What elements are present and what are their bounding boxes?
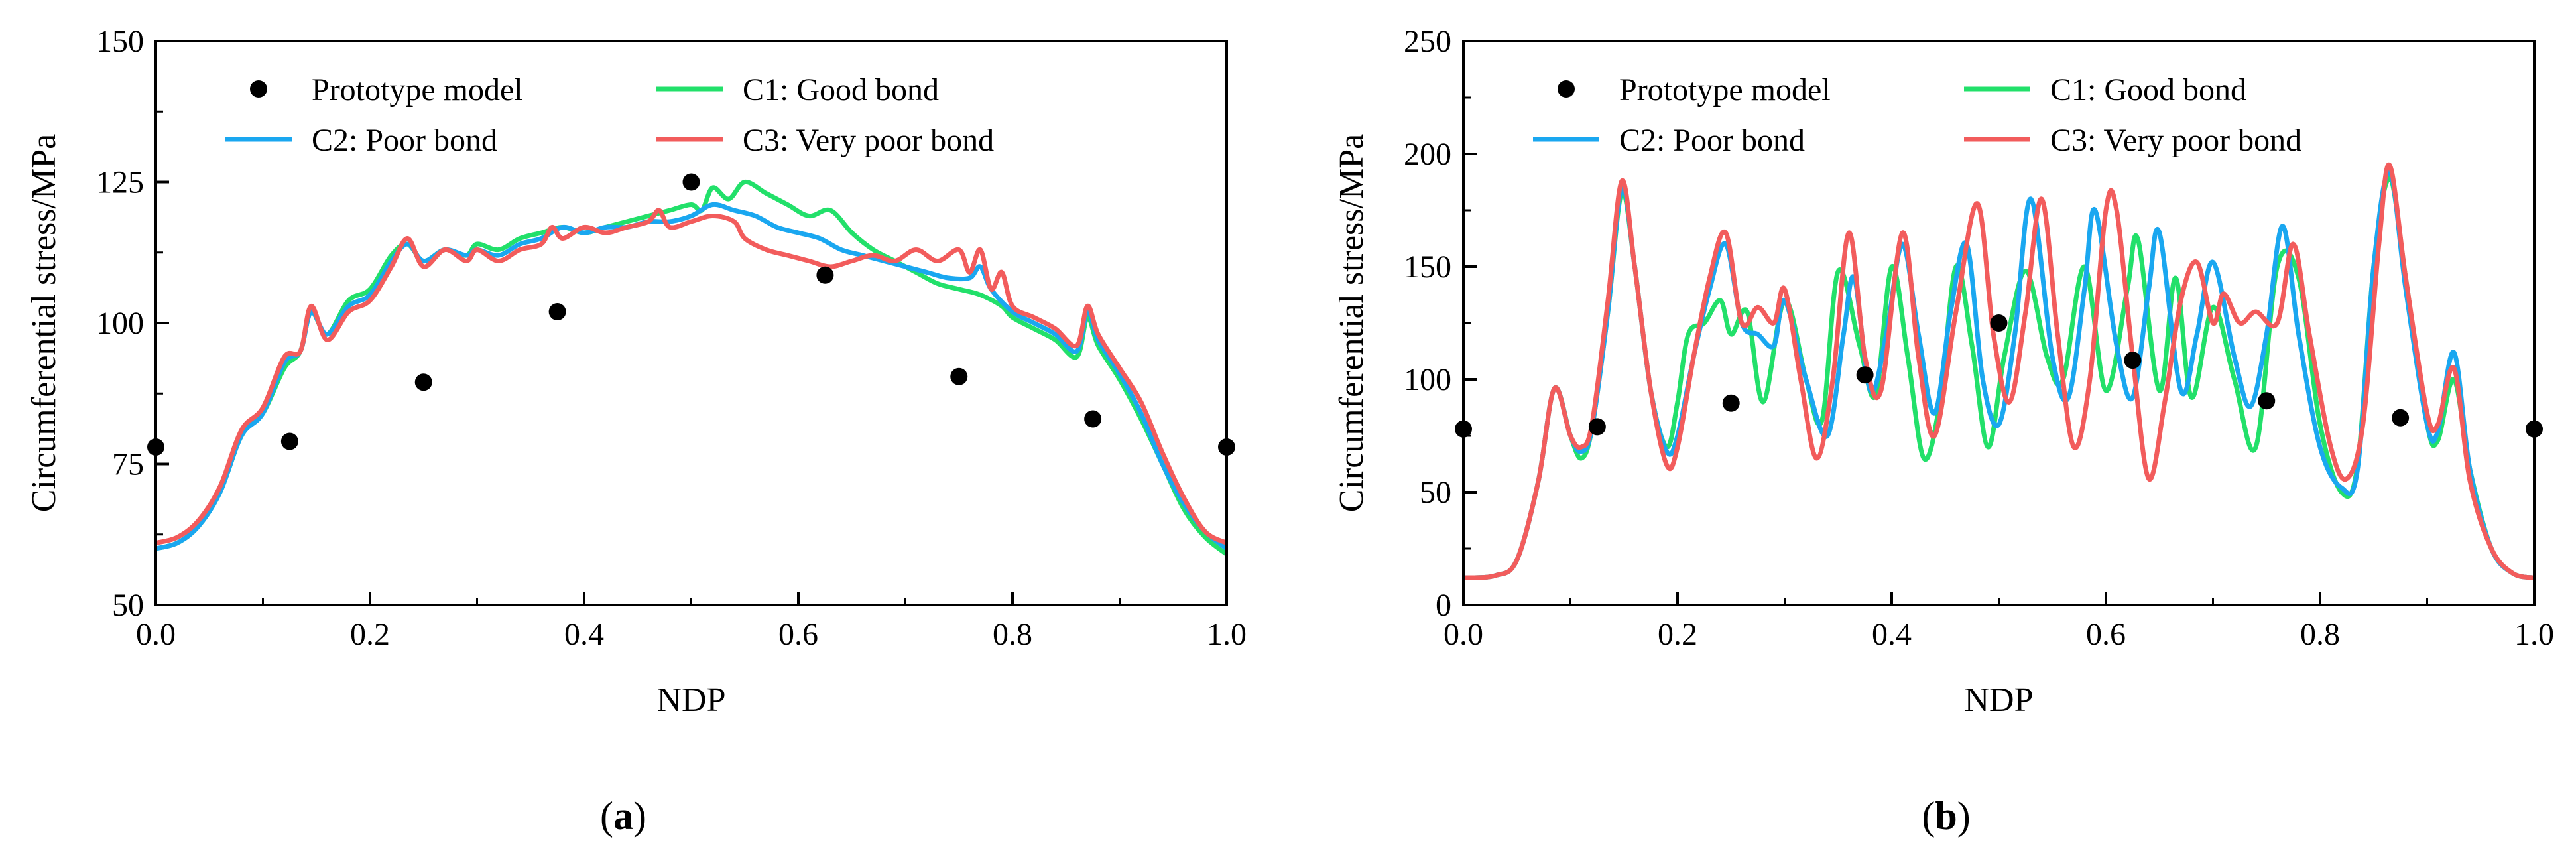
x-tick-label: 0.2 (350, 617, 390, 652)
legend-label-c2: C2: Poor bond (312, 123, 497, 158)
prototype-point-6 (2258, 392, 2276, 410)
panel-label: (b) (1922, 794, 1970, 838)
panel-a: (a) 0.0 0.2 0.4 0.6 0.8 1.0 50 75 100 125 150 NDP Ci… (25, 24, 1247, 838)
legend-label-c2: C2: Poor bond (1619, 123, 1805, 158)
prototype-point-5 (2124, 352, 2142, 369)
x-tick-label: 0.6 (778, 617, 818, 652)
prototype-point-3 (548, 303, 566, 320)
legend: Prototype model C1: Good bond C2: Poor bon… (1533, 72, 2301, 158)
y-tick-label: 200 (1404, 137, 1451, 172)
series-line-c3 (156, 208, 1227, 545)
legend-label-prototype: Prototype model (312, 72, 523, 107)
y-tick-label: 150 (1404, 249, 1451, 285)
x-axis-label: NDP (1964, 681, 2033, 719)
prototype-point-1 (1588, 418, 1606, 436)
prototype-point-2 (414, 373, 432, 391)
plot-area (1463, 162, 2534, 580)
y-tick-label: 0 (1436, 588, 1451, 623)
x-tick-label: 0.8 (993, 617, 1032, 652)
y-tick-label: 125 (96, 165, 144, 200)
plot-area (156, 179, 1227, 557)
series-line-c2 (156, 202, 1227, 551)
prototype-point-2 (1722, 394, 1740, 412)
prototype-point-6 (950, 367, 968, 385)
panel-label: (a) (600, 794, 646, 838)
y-axis-label: Circumferential stress/MPa (25, 134, 63, 512)
x-tick-label: 0.4 (1872, 617, 1912, 652)
prototype-point-7 (2392, 409, 2410, 427)
prototype-point-3 (1856, 366, 1874, 384)
x-tick-label: 0.0 (1443, 617, 1483, 652)
series-line-c1 (156, 179, 1227, 557)
y-tick-label: 50 (1420, 475, 1451, 510)
y-tick-label: 250 (1404, 24, 1451, 59)
legend-label-c1: C1: Good bond (2050, 72, 2246, 107)
y-tick-label: 150 (96, 24, 144, 59)
series-line-c3 (1463, 162, 2534, 580)
prototype-point-5 (816, 266, 834, 284)
prototype-point-4 (1990, 314, 2008, 332)
prototype-point-1 (280, 432, 298, 450)
legend-label-c3: C3: Very poor bond (2050, 123, 2301, 158)
legend: Prototype model C1: Good bond C2: Poor bon… (225, 72, 994, 158)
y-tick-label: 75 (112, 447, 144, 482)
y-axis-label: Circumferential stress/MPa (1333, 134, 1371, 512)
x-tick-label: 0.0 (136, 617, 176, 652)
legend-marker-prototype (1558, 80, 1575, 98)
x-tick-label: 0.6 (2086, 617, 2126, 652)
x-axis-label: NDP (656, 681, 725, 719)
legend-marker-prototype (250, 80, 267, 98)
panel-b: (b) 0.0 0.2 0.4 0.6 0.8 1.0 0 50 100 150 200 250 NDP… (1333, 24, 2554, 838)
x-tick-label: 1.0 (2514, 617, 2554, 652)
legend-label-c3: C3: Very poor bond (743, 123, 994, 158)
x-tick-label: 0.8 (2300, 617, 2340, 652)
legend-label-c1: C1: Good bond (743, 72, 939, 107)
x-tick-label: 0.4 (564, 617, 604, 652)
x-tick-label: 1.0 (1207, 617, 1247, 652)
y-tick-label: 100 (1404, 362, 1451, 397)
prototype-point-4 (682, 173, 700, 191)
legend-label-prototype: Prototype model (1619, 72, 1831, 107)
y-tick-label: 50 (112, 588, 144, 623)
y-tick-label: 100 (96, 306, 144, 341)
prototype-point-7 (1084, 410, 1102, 428)
x-tick-label: 0.2 (1658, 617, 1697, 652)
